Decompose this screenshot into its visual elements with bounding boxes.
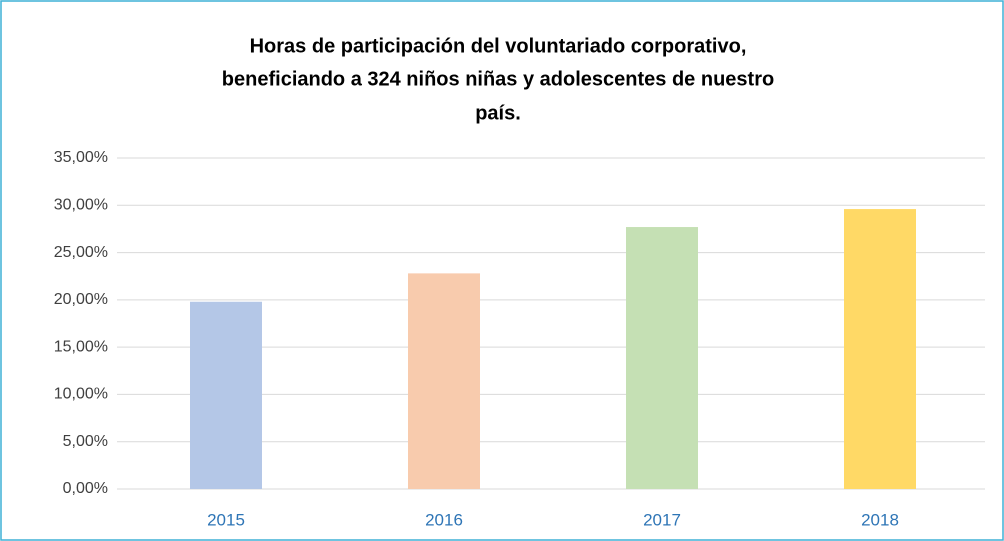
bar [190,301,262,489]
y-tick-label: 10,00% [54,386,108,403]
chart-title: Horas de participación del voluntariado … [250,35,747,57]
y-tick-label: 30,00% [54,197,108,214]
y-tick-label: 25,00% [54,244,108,261]
chart-title: país. [475,102,521,124]
bar [844,209,916,489]
x-tick-label: 2018 [861,510,899,529]
x-tick-label: 2016 [425,510,463,529]
y-tick-label: 0,00% [63,480,108,497]
y-tick-label: 35,00% [54,149,108,166]
x-tick-label: 2015 [207,510,245,529]
y-tick-label: 5,00% [63,433,108,450]
y-tick-label: 20,00% [54,291,108,308]
chart-title: beneficiando a 324 niños niñas y adolesc… [222,68,774,90]
y-tick-label: 15,00% [54,338,108,355]
bar [626,227,698,489]
bar [408,273,480,489]
x-tick-label: 2017 [643,510,681,529]
